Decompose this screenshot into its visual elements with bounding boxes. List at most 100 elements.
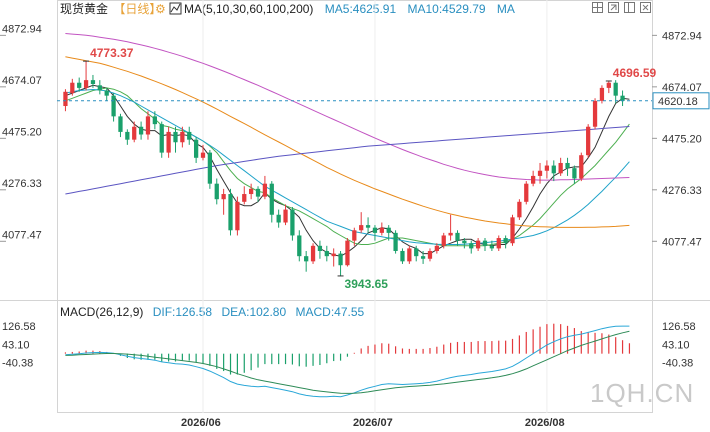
close-icon[interactable] xyxy=(640,2,651,13)
moving-averages xyxy=(65,33,630,257)
date-label: 2026/06 xyxy=(181,417,221,429)
price-tick-label: 4475.20 xyxy=(662,133,702,145)
candle-down xyxy=(620,95,625,101)
candle-down xyxy=(400,250,405,262)
dea-value: DEA:102.80 xyxy=(221,305,286,319)
left-price-label: 4276.33 xyxy=(2,178,42,190)
candle-up xyxy=(283,209,288,223)
candle-up xyxy=(166,131,171,153)
candle-up xyxy=(235,201,240,231)
candle-down xyxy=(297,235,302,257)
candle-up xyxy=(448,232,453,236)
macd-tick-label: 43.10 xyxy=(662,339,690,351)
window-controls xyxy=(592,2,651,13)
candle-down xyxy=(77,82,82,88)
candle-up xyxy=(606,82,611,88)
period-label[interactable]: 【日线】 xyxy=(113,2,161,16)
candle-up xyxy=(83,80,89,88)
candle-down xyxy=(489,245,495,249)
candle-up xyxy=(70,82,75,94)
candle-down xyxy=(90,80,96,85)
candle-down xyxy=(393,232,398,251)
left-price-label: 4674.07 xyxy=(2,75,42,87)
left-price-label: 4475.20 xyxy=(2,126,42,138)
candle-down xyxy=(214,183,219,200)
candle-up xyxy=(310,245,316,262)
candle-up xyxy=(475,240,481,249)
candle-up xyxy=(249,188,254,195)
candle-up xyxy=(145,116,151,135)
left-price-label: 4872.94 xyxy=(2,23,42,35)
candle-up xyxy=(379,227,384,233)
candle-down xyxy=(138,126,144,135)
candle-up xyxy=(524,183,529,202)
candle-down xyxy=(276,214,281,223)
candle-up xyxy=(434,245,439,251)
candle-down xyxy=(455,232,460,241)
candle-down xyxy=(324,250,329,257)
macd-label: MACD(26,12,9) xyxy=(60,305,143,319)
candle-up xyxy=(359,225,364,231)
candle-up xyxy=(331,253,336,257)
price-tick-label: 4674.07 xyxy=(662,82,702,94)
candlesticks xyxy=(63,61,625,277)
date-label: 2026/08 xyxy=(525,417,565,429)
ma-more-label: MA xyxy=(497,2,515,16)
candle-up xyxy=(427,250,433,259)
candle-up xyxy=(221,194,226,200)
candle-up xyxy=(510,217,515,244)
left-price-label: 4077.47 xyxy=(2,229,42,241)
ma-chart-icon[interactable] xyxy=(169,2,182,15)
ma-params-label: MA(5,10,30,60,100,200) xyxy=(184,2,313,16)
candle-down xyxy=(187,131,192,140)
svg-text:MACD(26,12,9) DIF:126.58: MACD(26,12,9) DIF:126.58 DEA:102.80 MACD… xyxy=(60,305,365,319)
candle-up xyxy=(579,155,584,179)
candle-down xyxy=(118,116,123,132)
last-price-label: 4620.18 xyxy=(658,96,698,108)
high-right-label: 4696.59 xyxy=(613,66,657,80)
maximize-icon[interactable] xyxy=(608,2,619,13)
chart-frame xyxy=(57,0,653,413)
settings-gear-icon[interactable]: ⚙ xyxy=(155,2,166,16)
price-tick-label: 4276.33 xyxy=(662,185,702,197)
candle-down xyxy=(290,209,295,236)
axis-ticks: 4872.94 4872.94 4674.07 4674.07 4475.20 4475.… xyxy=(0,23,702,429)
candle-down xyxy=(551,165,556,174)
candle-down xyxy=(173,131,178,143)
restore-icon[interactable] xyxy=(624,2,635,13)
macd-dea-line xyxy=(65,330,630,394)
candle-down xyxy=(152,116,157,125)
candle-up xyxy=(496,238,501,249)
ma-chart-icon-line xyxy=(170,3,181,13)
left-macd-label: -40.38 xyxy=(2,357,33,369)
candle-up xyxy=(531,175,536,184)
candle-down xyxy=(420,256,426,259)
price-tick-label: 4872.94 xyxy=(662,30,702,42)
candle-up xyxy=(262,183,268,197)
ma-line-ma60 xyxy=(65,56,630,228)
dif-value: DIF:126.58 xyxy=(153,305,213,319)
candle-up xyxy=(586,126,591,156)
macd-tick-label: -40.38 xyxy=(662,357,693,369)
candle-up xyxy=(558,162,563,174)
candle-up xyxy=(352,230,357,241)
macd-value: MACD:47.55 xyxy=(296,305,365,319)
candle-up xyxy=(63,91,68,107)
candle-up xyxy=(599,87,605,101)
candle-up xyxy=(180,131,185,143)
crosshair-icon[interactable] xyxy=(592,2,603,13)
candle-up xyxy=(132,126,137,140)
price-tick-label: 4077.47 xyxy=(662,236,702,248)
candle-up xyxy=(407,248,412,262)
candle-down xyxy=(104,90,109,96)
svg-text:MA(5,10,30,60,100,200) MA5: MA(5,10,30,60,100,200) MA5:4625.91 MA10:… xyxy=(184,2,515,16)
candle-down xyxy=(613,82,618,96)
candle-up xyxy=(517,201,522,218)
candle-down xyxy=(207,152,213,184)
candle-down xyxy=(255,188,261,197)
high-left-label: 4773.37 xyxy=(90,46,134,60)
watermark: 1QH.CN xyxy=(590,378,694,408)
candle-up xyxy=(441,235,446,246)
left-macd-label: 43.10 xyxy=(2,339,30,351)
